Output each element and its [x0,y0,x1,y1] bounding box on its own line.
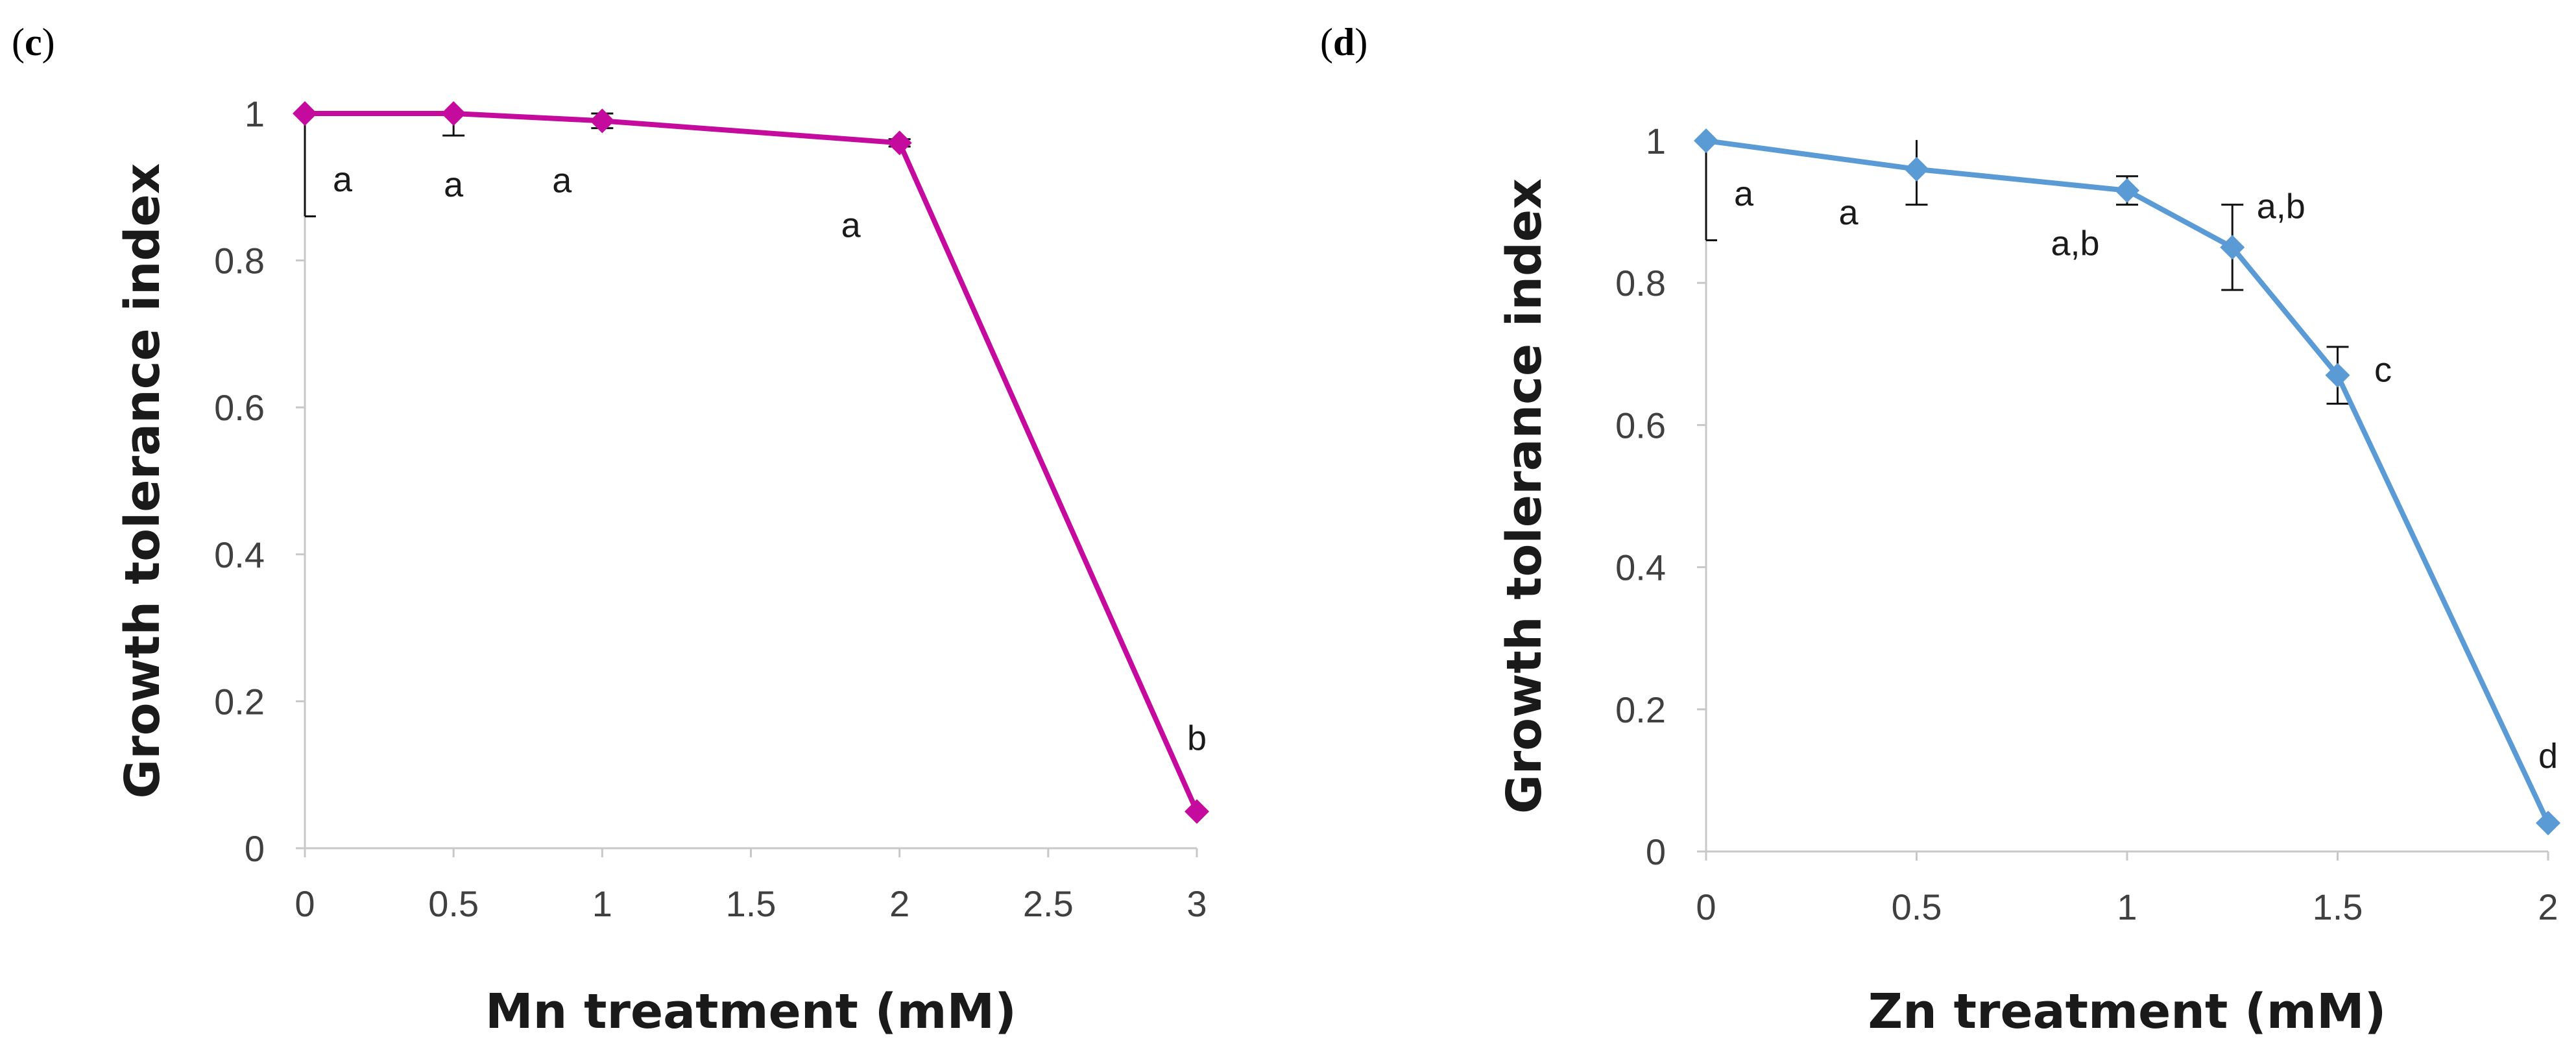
significance-label: c [2374,351,2392,390]
data-point [2536,811,2560,836]
plot-area-d: 0 0.2 0.4 0.6 0.8 1 0 0.5 1 1.5 2 Zn treatment (mM)… [1497,121,2560,1040]
data-point [887,130,912,156]
y-tick-label: 0 [245,828,265,869]
y-tick-label: 0.8 [1615,263,1666,303]
data-point [1904,156,1929,182]
panel-letter-d: d [1333,21,1354,64]
x-tick-label: 1.5 [2313,886,2363,927]
x-tick-label: 1 [592,883,612,924]
significance-label: a [1838,193,1859,232]
plot-area-c: 0 0.2 0.4 0.6 0.8 1 0 0.5 1 1.5 2 2.5 3 Mn treatment … [115,93,1209,1040]
data-point [293,101,317,126]
data-point [2325,363,2350,388]
significance-label: a [1734,174,1754,213]
series-line [1705,138,2551,824]
x-tick-label: 2 [2538,886,2558,927]
significance-label: a,b [2051,224,2099,263]
y-tick-label: 0.4 [214,534,265,575]
data-point [590,108,615,134]
panel-label-c: (c) [12,21,55,64]
x-tick-label: 1 [2117,886,2137,927]
data-point [1694,128,1718,153]
y-axis-title: Growth tolerance index [115,163,171,799]
y-axis-title: Growth tolerance index [1497,178,1552,814]
data-point [441,101,466,126]
significance-label: a [333,160,353,199]
data-point [1185,799,1209,824]
chart-panel-c: (c) 0 0.2 0.4 0.6 0.8 1 0 0.5 1 1.5 2 2.5 3 Mn treatm… [12,21,1209,1040]
x-tick-label: 3 [1186,883,1207,924]
error-bar [1705,139,1717,241]
y-tick-label: 1 [245,93,265,134]
panel-label-d: (d) [1320,21,1367,64]
series-line [305,111,1199,813]
data-point [2115,178,2139,203]
significance-label: a,b [2257,187,2305,226]
y-tick-label: 0.6 [1615,405,1666,446]
x-tick-label: 2.5 [1023,883,1074,924]
y-tick-label: 0.6 [214,387,265,428]
x-tick-label: 0 [1696,886,1716,927]
y-tick-label: 0.2 [214,681,265,722]
significance-label: b [1187,719,1207,757]
panel-letter-c: c [25,21,42,64]
significance-label: a [841,206,861,244]
x-tick-label: 1.5 [726,883,776,924]
x-axis-title: Zn treatment (mM) [1868,984,2387,1040]
x-tick-label: 2 [889,883,909,924]
significance-label: a [552,161,572,200]
data-point [2220,235,2245,260]
x-tick-label: 0 [295,883,315,924]
x-tick-label: 0.5 [1892,886,1942,927]
y-tick-label: 1 [1646,121,1666,161]
y-tick-label: 0 [1646,831,1666,872]
significance-label: a [444,165,464,204]
error-bar [304,112,316,218]
y-tick-label: 0.2 [1615,689,1666,730]
x-axis-title: Mn treatment (mM) [485,984,1017,1040]
significance-label: d [2538,737,2558,776]
chart-panel-d: (d) 0 0.2 0.4 0.6 0.8 1 0 0.5 1 1.5 2 Zn treatment … [1320,21,2560,1040]
x-tick-label: 0.5 [428,883,479,924]
y-tick-label: 0.4 [1615,547,1666,588]
y-tick-label: 0.8 [214,241,265,281]
